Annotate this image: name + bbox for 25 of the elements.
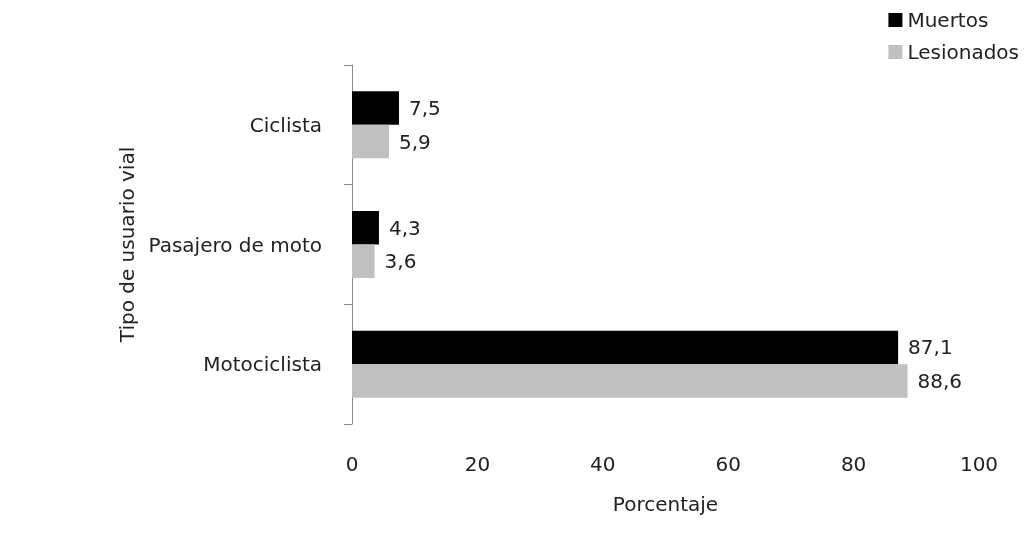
bar bbox=[352, 364, 908, 398]
y-tick-label: Pasajero de moto bbox=[148, 232, 322, 257]
x-tick-label: 20 bbox=[464, 452, 491, 476]
x-tick-label: 100 bbox=[959, 452, 999, 476]
legend-label: Muertos bbox=[907, 8, 989, 32]
data-label: 87,1 bbox=[908, 335, 953, 360]
y-tick-label: Motociclista bbox=[203, 352, 322, 377]
data-label: 4,3 bbox=[388, 215, 421, 240]
bar bbox=[352, 91, 400, 125]
y-tick-label: Ciclista bbox=[249, 112, 322, 137]
x-tick-label: 0 bbox=[345, 452, 359, 476]
bar bbox=[352, 210, 379, 245]
x-tick-label: 60 bbox=[715, 452, 741, 476]
bar bbox=[352, 124, 389, 159]
x-axis-title: Porcentaje bbox=[612, 492, 719, 516]
data-label: 3,6 bbox=[384, 249, 417, 274]
bar bbox=[352, 330, 899, 365]
data-label: 7,5 bbox=[409, 96, 441, 121]
y-axis-title: Tipo de usuario vial bbox=[115, 146, 139, 344]
x-tick-label: 40 bbox=[590, 452, 616, 476]
legend-label: Lesionados bbox=[907, 40, 1019, 64]
data-label: 88,6 bbox=[917, 368, 963, 393]
data-label: 5,9 bbox=[398, 129, 431, 154]
x-tick-label: 80 bbox=[840, 452, 867, 476]
bar bbox=[352, 244, 375, 279]
